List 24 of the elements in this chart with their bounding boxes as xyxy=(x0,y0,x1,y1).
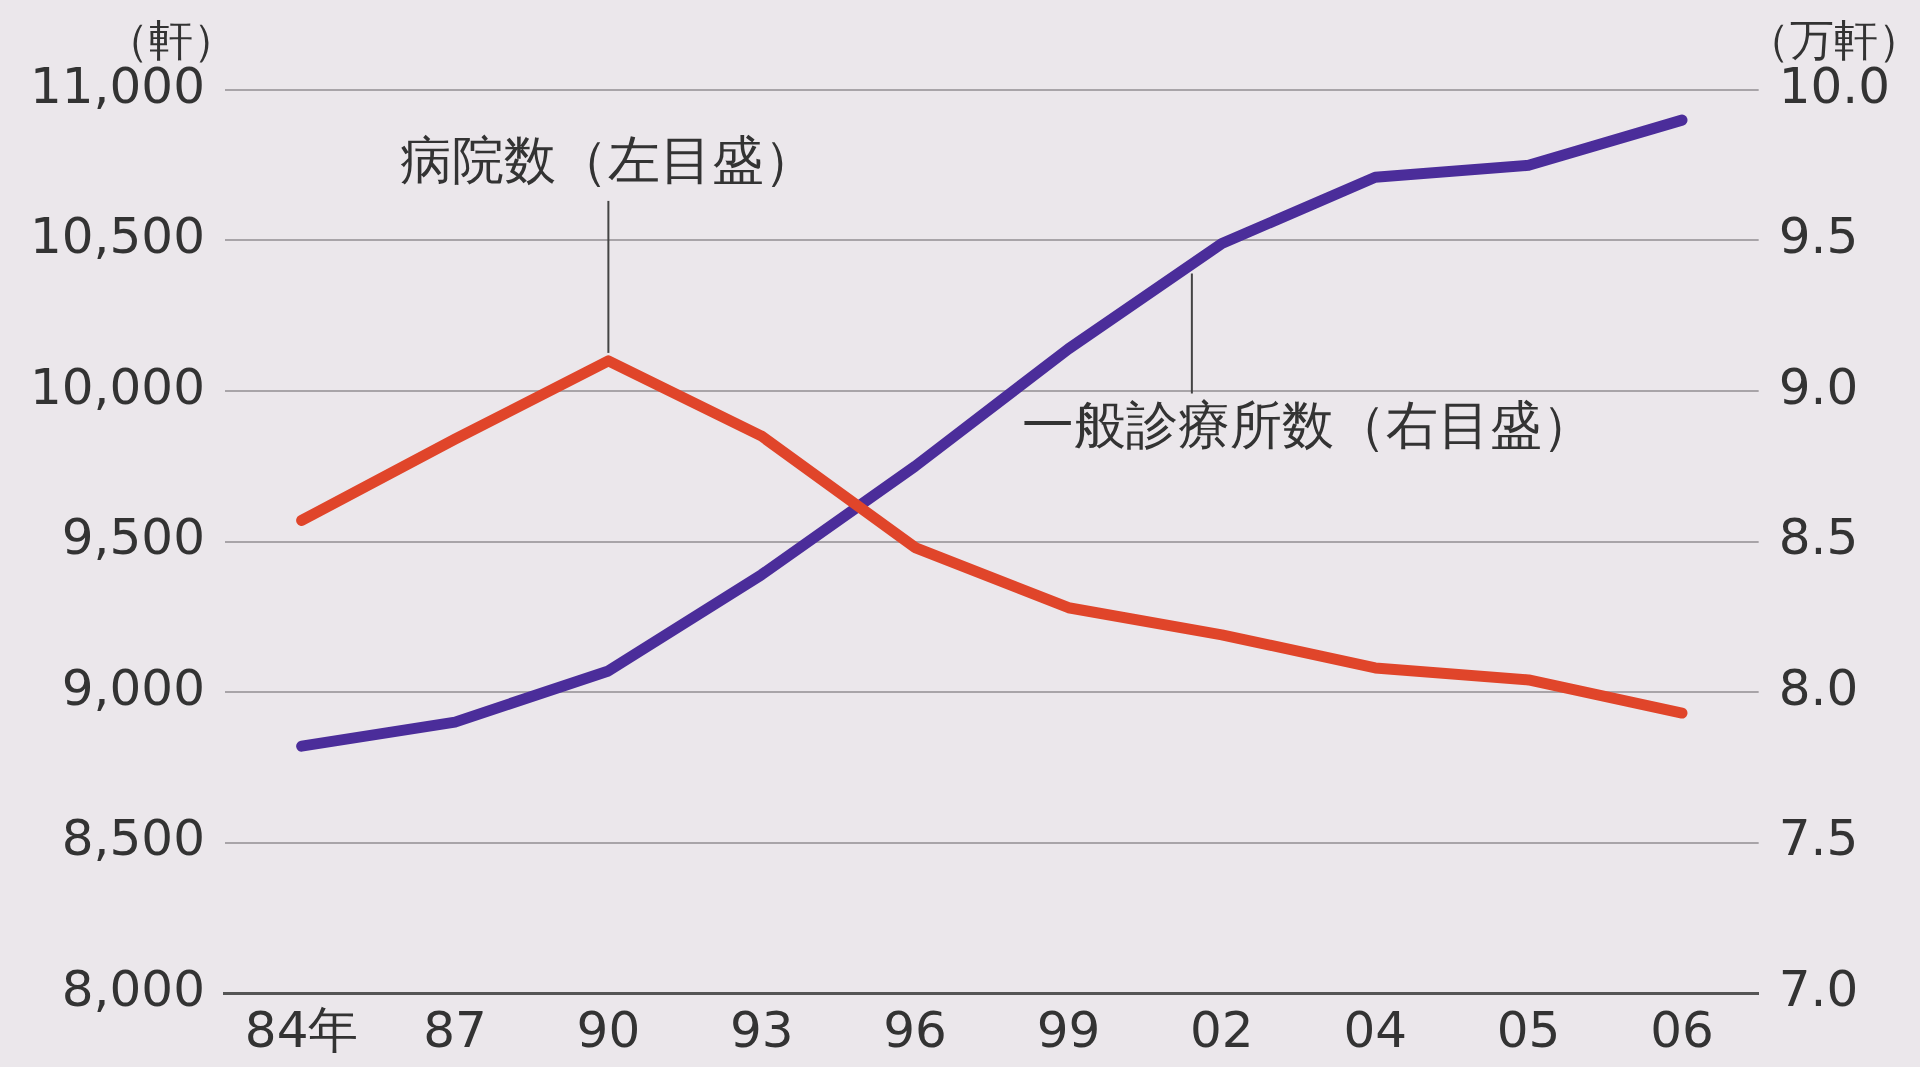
y-tick-label: 9,500 xyxy=(61,508,205,567)
x-tick-label: 90 xyxy=(576,1000,641,1059)
x-tick-label: 06 xyxy=(1650,1000,1714,1059)
text: 病院数（左目盛） xyxy=(400,130,817,191)
y2-tick-label: 9.0 xyxy=(1778,357,1859,416)
x-tick-label: 99 xyxy=(1036,1000,1101,1059)
x-tick-label: 93 xyxy=(729,1000,794,1059)
x-tick-label: 96 xyxy=(883,1000,947,1059)
y2-tick-label: 7.5 xyxy=(1778,809,1859,868)
x-tick-label: 02 xyxy=(1190,1000,1254,1059)
y-tick-label: 8,500 xyxy=(61,809,205,868)
y2-tick-label: 7.0 xyxy=(1778,959,1859,1018)
y2-tick-label: 8.0 xyxy=(1778,658,1859,717)
y-tick-label: 8,000 xyxy=(61,959,205,1018)
series-label: 一般診療所数（右目盛） xyxy=(1021,395,1594,456)
y-tick-label: 10,000 xyxy=(30,357,205,416)
y2-tick-label: 8.5 xyxy=(1778,508,1859,567)
x-tick-label: 05 xyxy=(1496,1000,1561,1059)
x-tick-label: 84年 xyxy=(244,1000,359,1059)
x-tick-label: 04 xyxy=(1343,1000,1408,1059)
y2-tick-label: 9.5 xyxy=(1778,207,1859,266)
x-tick-label: 87 xyxy=(423,1000,487,1059)
y-tick-label: 10,500 xyxy=(30,207,205,266)
y-tick-label: 9,000 xyxy=(61,658,205,717)
